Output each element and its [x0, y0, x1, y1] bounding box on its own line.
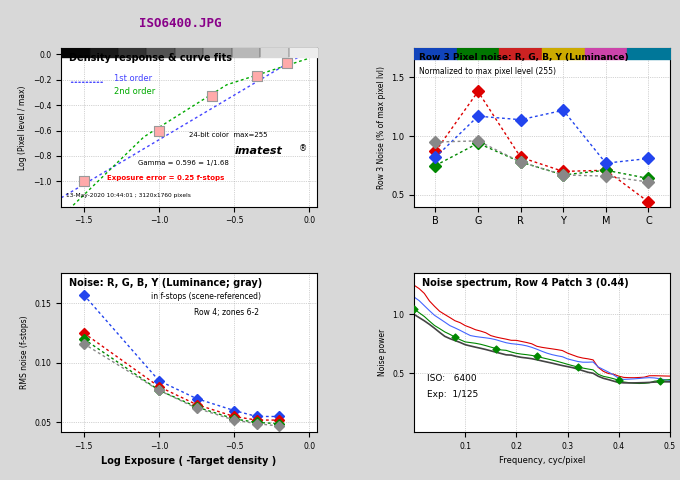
Point: [206, 92, 217, 100]
Text: Exposure error = 0.25 f-stops: Exposure error = 0.25 f-stops: [107, 175, 224, 180]
Text: 1st order: 1st order: [114, 74, 152, 83]
Point: [573, 363, 583, 371]
Text: imatest: imatest: [235, 146, 283, 156]
Y-axis label: Log (Pixel level / max): Log (Pixel level / max): [18, 85, 27, 169]
Point: [252, 72, 262, 80]
Point: [531, 353, 542, 360]
Text: Noise spectrum, Row 4 Patch 3 (0.44): Noise spectrum, Row 4 Patch 3 (0.44): [422, 278, 628, 288]
X-axis label: Frequency, cyc/pixel: Frequency, cyc/pixel: [498, 456, 585, 465]
Text: Density response & curve fits: Density response & curve fits: [69, 53, 232, 63]
Text: Row 3 Pixel noise: R, G, B, Y (Luminance): Row 3 Pixel noise: R, G, B, Y (Luminance…: [419, 53, 629, 62]
Point: [490, 345, 501, 352]
Point: [282, 60, 292, 67]
Text: Normalized to max pixel level (255): Normalized to max pixel level (255): [419, 67, 556, 76]
Point: [154, 127, 165, 134]
Y-axis label: Noise power: Noise power: [377, 329, 387, 376]
Point: [654, 377, 665, 384]
Point: [78, 178, 89, 185]
Text: Row 4; zones 6-2: Row 4; zones 6-2: [194, 308, 259, 317]
Text: in f-stops (scene-referenced): in f-stops (scene-referenced): [151, 292, 260, 301]
Text: 13-May-2020 10:44:01 ; 3120x1760 pixels: 13-May-2020 10:44:01 ; 3120x1760 pixels: [67, 193, 191, 198]
Text: ®: ®: [299, 144, 307, 153]
Text: ISO6400.JPG: ISO6400.JPG: [139, 17, 222, 30]
Y-axis label: RMS noise (f-stops): RMS noise (f-stops): [20, 316, 29, 389]
Text: 2nd order: 2nd order: [114, 87, 155, 96]
X-axis label: Log Exposure ( -Target density ): Log Exposure ( -Target density ): [101, 456, 277, 466]
Text: 24-bit color  max=255: 24-bit color max=255: [189, 132, 267, 138]
Text: Noise: R, G, B, Y (Luminance; gray): Noise: R, G, B, Y (Luminance; gray): [69, 278, 262, 288]
Text: Gamma = 0.596 = 1/1.68: Gamma = 0.596 = 1/1.68: [138, 160, 228, 167]
Text: ISO:   6400: ISO: 6400: [427, 374, 477, 383]
Y-axis label: Row 3 Noise (% of max pixel lvl): Row 3 Noise (% of max pixel lvl): [377, 66, 386, 189]
Text: Exp:  1/125: Exp: 1/125: [427, 390, 478, 399]
Point: [449, 333, 460, 341]
Point: [409, 305, 420, 313]
Point: [613, 376, 624, 384]
